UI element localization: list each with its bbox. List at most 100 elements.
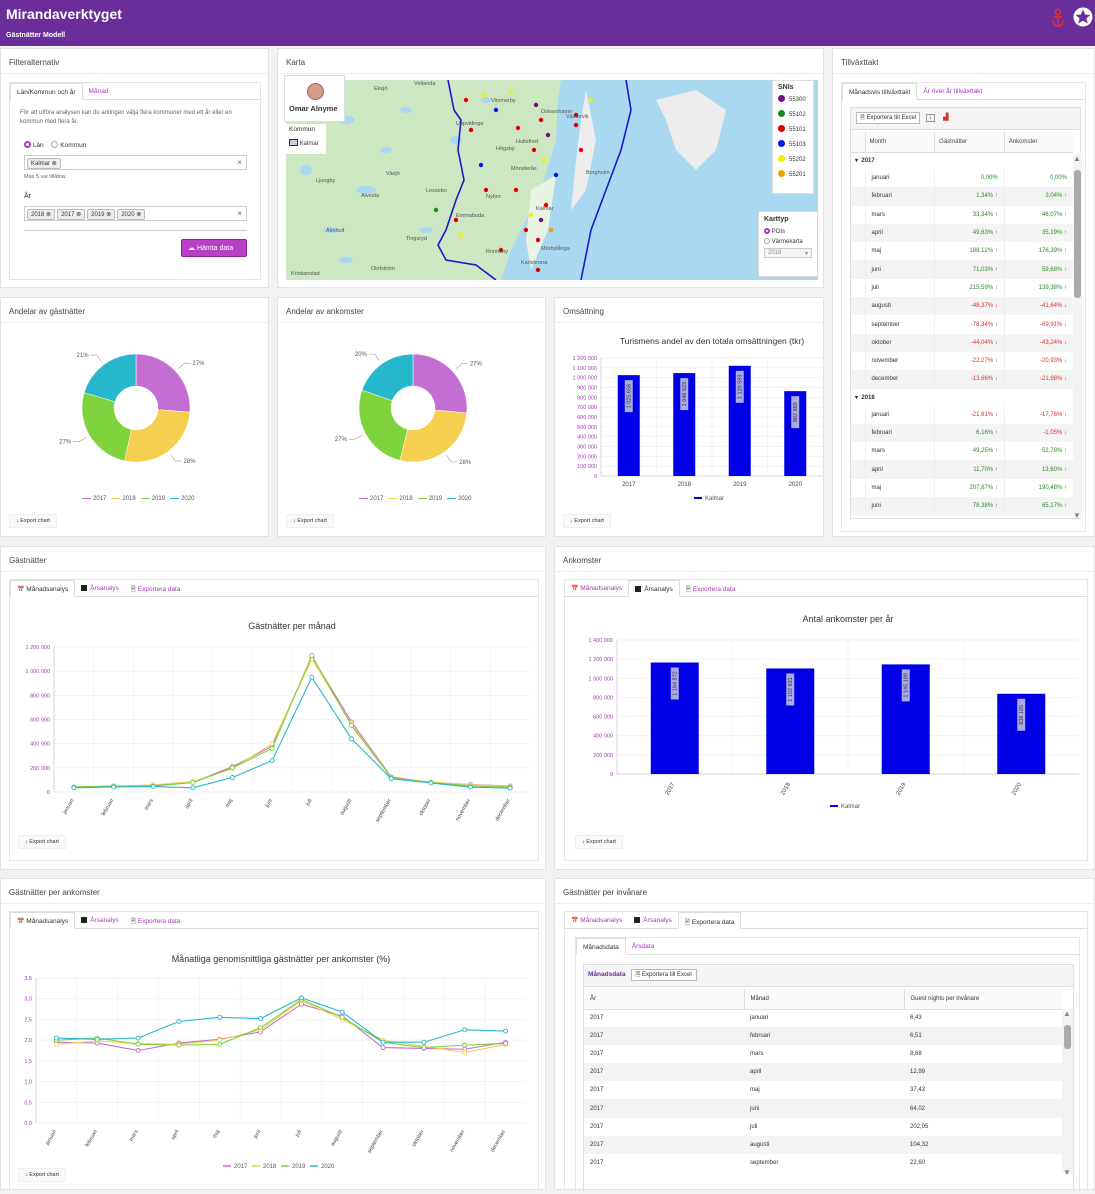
sni-legend-item[interactable]: 55102	[778, 110, 808, 125]
column-header[interactable]: År	[590, 995, 596, 1002]
table-row[interactable]: 2017 juni 64,02	[584, 1099, 1062, 1118]
scroll-down-icon[interactable]: ▼	[1063, 1168, 1071, 1177]
column-header[interactable]: Ankomster	[1003, 132, 1073, 152]
table-row[interactable]: juni 78,38% ↑ 65,17% ↑	[851, 497, 1073, 516]
remove-chip-icon[interactable]: ⊗	[51, 161, 57, 167]
legend-item[interactable]: 2018	[383, 496, 413, 502]
sni-legend-item[interactable]: 55201	[778, 170, 808, 185]
export-excel-button[interactable]: 🗎 Exportera till Excel	[630, 969, 697, 981]
export-excel-button[interactable]: 🗎 Exportera till Excel	[856, 112, 921, 124]
tab-manadsanalys[interactable]: 📅 Månadsanalys	[10, 580, 76, 597]
anchor-icon[interactable]	[1050, 8, 1066, 28]
table-row[interactable]: 2017 januari 6,43	[584, 1009, 1062, 1028]
export-chart-button[interactable]: ↓ Export chart	[575, 835, 623, 849]
clear-icon[interactable]: ×	[237, 209, 242, 218]
table-row[interactable]: 2017 mars 8,68	[584, 1045, 1062, 1064]
star-icon[interactable]	[1073, 7, 1093, 27]
column-header[interactable]: Month	[864, 132, 935, 152]
map-year-select[interactable]: 2018 ▾	[764, 248, 812, 258]
tab-monthly-growth[interactable]: Månadsvis tillväxttakt	[842, 83, 918, 100]
tab-exportera-data[interactable]: 🖹 Exportera data	[677, 912, 742, 929]
chart-icon[interactable]: ▟	[943, 114, 949, 121]
group-row[interactable]: ▾ 2017	[851, 152, 1073, 169]
legend-item[interactable]: 2017	[77, 496, 106, 502]
tab-arsdata[interactable]: Årsdata	[631, 943, 655, 950]
kommun-select[interactable]: Kalmar ⊗ ×	[24, 155, 247, 170]
table-row[interactable]: 2017 februari 6,51	[584, 1027, 1062, 1046]
scroll-up-icon[interactable]: ▲	[1063, 1009, 1071, 1018]
export-chart-button[interactable]: ↓ Export chart	[9, 514, 57, 528]
group-row[interactable]: ▾ 2018	[851, 389, 1073, 406]
collapse-icon[interactable]: ▾	[855, 158, 859, 165]
legend-item[interactable]: 2017	[354, 496, 383, 502]
table-row[interactable]: februari 1,34% ↑ 3,04% ↑	[851, 187, 1073, 206]
tab-manadsanalys[interactable]: 📅 Månadsanalys	[565, 580, 628, 597]
tab-manadsanalys[interactable]: 📅 Månadsanalys	[10, 912, 76, 929]
scroll-up-icon[interactable]: ▲	[1073, 154, 1081, 163]
collapse-icon[interactable]: ▾	[855, 394, 859, 401]
tab-manadsdata[interactable]: Månadsdata	[576, 938, 626, 955]
legend-item[interactable]: 2019	[413, 496, 442, 502]
table-row[interactable]: juni 71,03% ↑ 59,68% ↑	[851, 260, 1073, 279]
radio-kommun[interactable]: Kommun	[51, 141, 86, 149]
table-row[interactable]: september -78,34% ↓ -69,91% ↓	[851, 315, 1073, 334]
growth-scrollbar[interactable]: ▲ ▼	[1073, 154, 1082, 520]
table-row[interactable]: 2017 maj 37,43	[584, 1081, 1062, 1100]
tab-manad[interactable]: Månad	[88, 88, 109, 95]
tab-lan-kommun[interactable]: Län/Kommun och år	[10, 83, 83, 100]
table-row[interactable]: maj 207,87% ↑ 190,48% ↑	[851, 478, 1073, 498]
table-row[interactable]: mars 49,25% ↑ 52,78% ↑	[851, 442, 1073, 461]
tab-arsanalys[interactable]: Årsanalys	[628, 912, 678, 929]
table-row[interactable]: november -22,27% ↓ -20,93% ↓	[851, 351, 1073, 371]
table-row[interactable]: maj 188,12% ↑ 176,39% ↑	[851, 242, 1073, 261]
table-row[interactable]: april 49,63% ↑ 35,19% ↑	[851, 223, 1073, 243]
radio-heatmap[interactable]: Värmekarta	[764, 238, 812, 245]
radio-pois[interactable]: POIs	[764, 228, 812, 235]
pdf-icon[interactable]: ↓	[926, 114, 936, 122]
scroll-down-icon[interactable]: ▼	[1073, 511, 1081, 520]
tab-arsanalys[interactable]: Årsanalys	[75, 580, 125, 597]
legend-item[interactable]: 2020	[165, 496, 194, 502]
tab-manadsanalys[interactable]: 📅 Månadsanalys	[565, 912, 628, 929]
tab-exportera-data[interactable]: 🖹 Exportera data	[680, 580, 742, 597]
table-row[interactable]: 2017 september 22,60	[584, 1153, 1062, 1172]
table-row[interactable]: april 11,70% ↑ 13,60% ↑	[851, 460, 1073, 479]
table-row[interactable]: mars 33,34% ↑ 46,07% ↑	[851, 205, 1073, 224]
table-row[interactable]: februari 6,16% ↑ -1,05% ↓	[851, 423, 1073, 443]
table-row[interactable]: augusti -48,37% ↓ -41,64% ↓	[851, 297, 1073, 316]
table-row[interactable]: januari 0,00% 0,00%	[851, 169, 1073, 188]
tab-exportera-data[interactable]: 🖹 Exportera data	[125, 580, 187, 597]
export-chart-button[interactable]: ↓ Export chart	[286, 514, 334, 528]
table-row[interactable]: juli 215,59% ↑ 139,38% ↑	[851, 278, 1073, 298]
radio-lan[interactable]: Län	[24, 141, 44, 149]
table-row[interactable]: 2017 juli 202,05	[584, 1117, 1062, 1136]
tab-arsanalys[interactable]: Årsanalys	[628, 580, 680, 597]
sni-legend-item[interactable]: 55300	[778, 95, 808, 110]
tab-exportera-data[interactable]: 🖹 Exportera data	[125, 912, 187, 929]
table-row[interactable]: 2017 april 12,99	[584, 1063, 1062, 1082]
table-row[interactable]: december -13,66% ↓ -21,98% ↓	[851, 370, 1073, 389]
table-row[interactable]: januari -21,61% ↓ -17,76% ↓	[851, 405, 1073, 424]
scroll-thumb[interactable]	[1074, 170, 1081, 298]
sni-legend-item[interactable]: 55101	[778, 125, 808, 140]
sni-legend-item[interactable]: 55103	[778, 140, 808, 155]
table-row[interactable]: oktober -44,04% ↓ -43,24% ↓	[851, 333, 1073, 352]
column-header[interactable]: Gästnätter	[934, 132, 1005, 152]
column-header[interactable]: Månad	[743, 989, 904, 1009]
export-chart-button[interactable]: ↓ Export chart	[563, 514, 611, 528]
legend-item[interactable]: 2018	[106, 496, 136, 502]
gpi-scrollbar[interactable]: ▲ ▼	[1062, 1009, 1073, 1177]
scroll-thumb[interactable]	[1064, 1025, 1071, 1049]
year-select[interactable]: 2018 ⊗ 2017 ⊗ 2019 ⊗ 2020 ⊗ ×	[24, 206, 247, 221]
table-row[interactable]: 2017 augusti 104,32	[584, 1135, 1062, 1154]
legend-item[interactable]: 2020	[442, 496, 471, 502]
tab-arsanalys[interactable]: Årsanalys	[75, 912, 125, 929]
map-view[interactable]: Vetlanda Vimmerby Eksjö Västervik Hultsfred O…	[286, 80, 818, 280]
fetch-data-button[interactable]: ☁ Hämta data	[181, 239, 247, 257]
export-chart-button[interactable]: ↓ Export chart	[18, 835, 66, 849]
clear-icon[interactable]: ×	[237, 158, 242, 167]
export-chart-button[interactable]: ↓ Export chart	[18, 1168, 66, 1182]
column-header[interactable]: Guest nights per invånare	[903, 989, 1062, 1009]
sni-legend-item[interactable]: 55202	[778, 155, 808, 170]
tab-yoy-growth[interactable]: År över år tillväxttakt	[923, 88, 983, 95]
